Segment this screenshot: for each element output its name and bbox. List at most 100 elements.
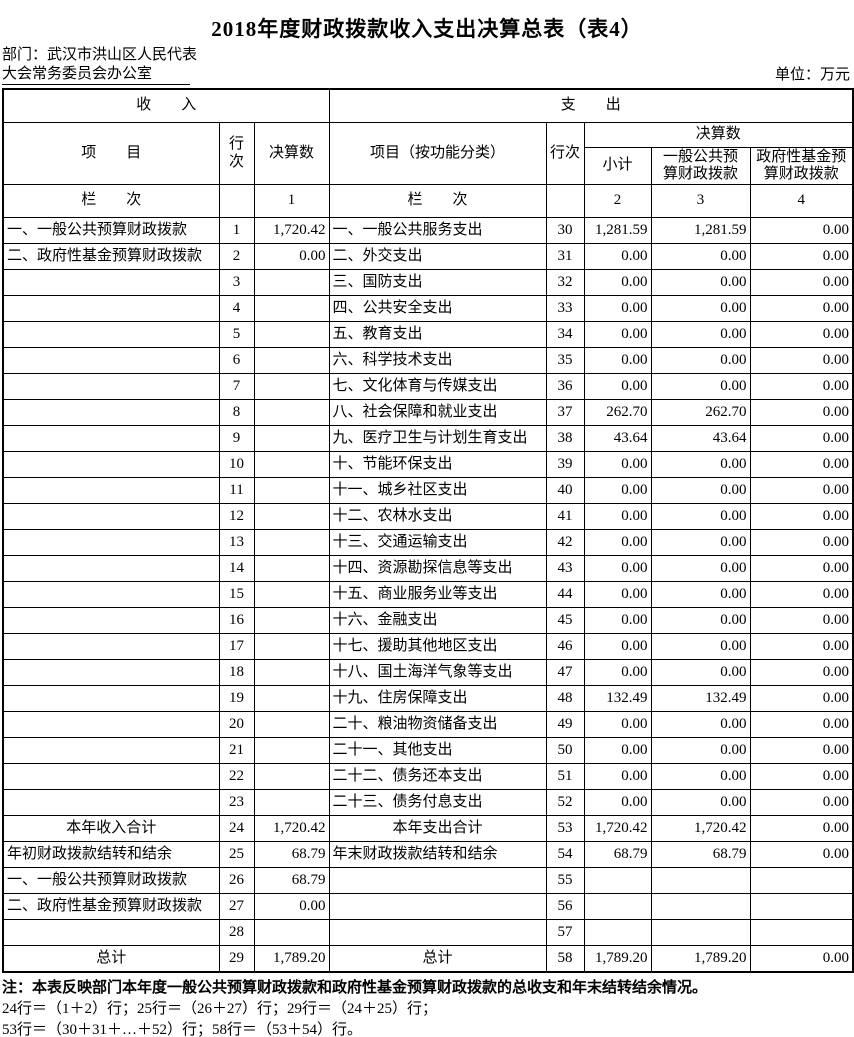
table-cell [253, 321, 330, 348]
table-cell [2, 685, 220, 712]
table-cell [253, 295, 330, 322]
table-cell: 0.00 [749, 815, 854, 842]
table-cell [218, 184, 255, 218]
table-cell [253, 685, 330, 712]
table-cell: 0.00 [650, 373, 751, 400]
table-cell [2, 451, 220, 478]
col-header-exp-subtotal: 小计 [583, 147, 652, 185]
table-cell: 132.49 [650, 685, 751, 712]
table-cell: 0.00 [749, 529, 854, 556]
table-cell [2, 763, 220, 790]
table-cell: 一、一般公共服务支出 [328, 217, 547, 244]
table-cell: 44 [545, 581, 585, 608]
table-cell [2, 737, 220, 764]
table-row: 8 八、社会保障和就业支出 37 262.70 262.70 0.00 [2, 399, 854, 426]
table-cell: 五、教育支出 [328, 321, 547, 348]
table-cell: 7 [218, 373, 255, 400]
note-line: 24行＝（1＋2）行；25行＝（26＋27）行；29行＝（24＋25）行； [2, 1000, 438, 1017]
table-cell: 年末财政拨款结转和结余 [328, 841, 547, 868]
table-cell [253, 347, 330, 374]
table-cell: 132.49 [583, 685, 652, 712]
table-cell: 0.00 [749, 347, 854, 374]
table-cell: 0.00 [749, 217, 854, 244]
table-cell [253, 633, 330, 660]
table-cell: 11 [218, 477, 255, 504]
table-cell: 45 [545, 607, 585, 634]
table-row: 6 六、科学技术支出 35 0.00 0.00 0.00 [2, 347, 854, 374]
table-cell [2, 503, 220, 530]
table-cell: 47 [545, 659, 585, 686]
table-cell: 十七、援助其他地区支出 [328, 633, 547, 660]
table-cell [2, 789, 220, 816]
table-cell: 四、公共安全支出 [328, 295, 547, 322]
table-cell: 12 [218, 503, 255, 530]
col-header-exp-gov-fund: 政府性基金预 算财政拨款 [749, 147, 854, 185]
col-header-income-amount: 决算数 [253, 122, 330, 185]
table-cell: 0.00 [583, 737, 652, 764]
table-cell: 0.00 [583, 451, 652, 478]
table-cell: 1,281.59 [650, 217, 751, 244]
table-cell [2, 269, 220, 296]
table-cell: 0.00 [749, 503, 854, 530]
table-cell [253, 581, 330, 608]
column-index-row: 栏 次 1 栏 次 2 3 4 [2, 184, 854, 218]
table-cell [650, 867, 751, 894]
table-cell: 二、外交支出 [328, 243, 547, 270]
table-cell: 52 [545, 789, 585, 816]
table-cell: 43 [545, 555, 585, 582]
table-cell: 27 [218, 893, 255, 920]
table-cell: 十六、金融支出 [328, 607, 547, 634]
table-cell [253, 607, 330, 634]
table-cell: 54 [545, 841, 585, 868]
table-cell: 二十二、债务还本支出 [328, 763, 547, 790]
table-cell: 1 [218, 217, 255, 244]
table-cell: 0.00 [749, 685, 854, 712]
table-cell: 36 [545, 373, 585, 400]
table-cell: 0.00 [749, 321, 854, 348]
table-cell: 1,720.42 [650, 815, 751, 842]
table-cell: 0.00 [650, 347, 751, 374]
table-cell: 16 [218, 607, 255, 634]
footer-notes: 注：本表反映部门本年度一般公共预算财政拨款和政府性基金预算财政拨款的总收支和年末… [2, 978, 854, 1037]
table-cell [253, 399, 330, 426]
table-cell [2, 477, 220, 504]
table-cell: 20 [218, 711, 255, 738]
table-cell: 2 [218, 243, 255, 270]
table-cell: 1,789.20 [253, 945, 330, 972]
table-cell: 0.00 [650, 737, 751, 764]
table-cell: 0.00 [650, 659, 751, 686]
note-line: 注：本表反映部门本年度一般公共预算财政拨款和政府性基金预算财政拨款的总收支和年末… [2, 979, 708, 996]
table-row: 15 十五、商业服务业等支出 44 0.00 0.00 0.00 [2, 581, 854, 608]
table-cell [253, 919, 330, 946]
table-cell: 48 [545, 685, 585, 712]
table-cell [749, 867, 854, 894]
table-row: 14 十四、资源勘探信息等支出 43 0.00 0.00 0.00 [2, 555, 854, 582]
table-cell: 1,720.42 [253, 217, 330, 244]
table-row: 本年收入合计 24 1,720.42 本年支出合计 53 1,720.42 1,720.42… [2, 815, 854, 842]
table-cell [2, 529, 220, 556]
table-cell [328, 919, 547, 946]
col-header-exp-row-no: 行次 [545, 122, 585, 185]
table-cell [2, 607, 220, 634]
table-cell [2, 373, 220, 400]
table-cell [2, 919, 220, 946]
table-cell: 0.00 [253, 893, 330, 920]
col-header-exp-amount-group: 决算数 [583, 122, 854, 148]
table-cell [2, 347, 220, 374]
table-cell [253, 503, 330, 530]
table-cell: 0.00 [650, 607, 751, 634]
table-cell: 0.00 [583, 321, 652, 348]
table-row: 10 十、节能环保支出 39 0.00 0.00 0.00 [2, 451, 854, 478]
table-cell: 十九、住房保障支出 [328, 685, 547, 712]
table-cell: 10 [218, 451, 255, 478]
table-cell [583, 919, 652, 946]
table-row: 13 十三、交通运输支出 42 0.00 0.00 0.00 [2, 529, 854, 556]
table-cell: 19 [218, 685, 255, 712]
table-cell: 30 [545, 217, 585, 244]
table-cell [749, 919, 854, 946]
table-cell: 35 [545, 347, 585, 374]
table-cell: 0.00 [583, 607, 652, 634]
table-cell [2, 711, 220, 738]
table-cell: 总计 [328, 945, 547, 972]
